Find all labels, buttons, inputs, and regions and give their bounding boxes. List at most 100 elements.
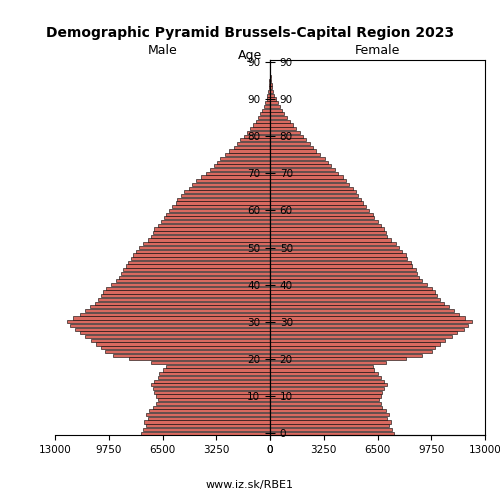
Bar <box>270 216 374 220</box>
Bar <box>111 283 270 286</box>
Bar <box>270 306 448 308</box>
Bar <box>270 142 310 145</box>
Bar <box>161 220 270 223</box>
Bar <box>265 101 270 104</box>
Bar <box>234 146 270 149</box>
Bar <box>270 138 306 141</box>
Bar <box>154 228 270 230</box>
Bar <box>73 316 270 320</box>
Bar <box>80 332 270 334</box>
Bar <box>270 183 349 186</box>
Bar <box>113 354 270 357</box>
Bar <box>106 287 270 290</box>
Bar <box>270 402 381 405</box>
Bar <box>152 231 270 234</box>
Bar <box>98 298 270 301</box>
Bar <box>270 176 343 178</box>
Bar <box>270 320 472 324</box>
Bar <box>210 168 270 171</box>
Bar <box>247 131 270 134</box>
Bar <box>270 205 366 208</box>
Bar <box>266 98 270 100</box>
Bar <box>270 153 320 156</box>
Bar <box>131 257 270 260</box>
Bar <box>151 235 270 238</box>
Bar <box>270 432 394 434</box>
Bar <box>206 172 270 175</box>
Bar <box>154 390 270 394</box>
Bar <box>104 350 270 353</box>
Bar <box>158 398 270 402</box>
Bar <box>270 190 356 194</box>
Bar <box>270 172 338 175</box>
Bar <box>270 150 316 152</box>
Bar <box>270 131 300 134</box>
Bar <box>269 82 270 86</box>
Bar <box>270 380 384 382</box>
Bar <box>270 179 346 182</box>
Bar <box>270 324 468 327</box>
Text: Age: Age <box>238 50 262 62</box>
Bar <box>184 190 270 194</box>
Bar <box>172 205 270 208</box>
Bar <box>262 108 270 112</box>
Bar <box>270 94 274 97</box>
Bar <box>132 254 270 256</box>
Bar <box>94 302 270 305</box>
Bar <box>80 313 270 316</box>
Bar <box>169 209 270 212</box>
Bar <box>150 410 270 412</box>
Bar <box>270 309 454 312</box>
Title: Female: Female <box>355 44 400 58</box>
Bar <box>103 290 270 294</box>
Bar <box>270 413 389 416</box>
Bar <box>130 358 270 360</box>
Bar <box>158 376 270 379</box>
Bar <box>189 186 270 190</box>
Bar <box>178 198 270 201</box>
Text: Demographic Pyramid Brussels-Capital Region 2023: Demographic Pyramid Brussels-Capital Reg… <box>46 26 454 40</box>
Bar <box>151 361 270 364</box>
Bar <box>66 320 270 324</box>
Bar <box>102 294 270 298</box>
Bar <box>270 116 286 119</box>
Bar <box>166 364 270 368</box>
Bar <box>217 160 270 164</box>
Bar <box>90 306 270 308</box>
Title: Male: Male <box>148 44 178 58</box>
Bar <box>270 390 382 394</box>
Bar <box>270 364 372 368</box>
Bar <box>158 224 270 227</box>
Bar <box>270 420 390 424</box>
Bar <box>214 164 270 168</box>
Bar <box>270 212 372 216</box>
Bar <box>270 157 324 160</box>
Bar <box>270 406 382 408</box>
Bar <box>270 384 388 386</box>
Bar <box>270 361 386 364</box>
Bar <box>270 328 464 331</box>
Bar <box>270 242 396 246</box>
Bar <box>270 160 328 164</box>
Bar <box>270 354 422 357</box>
Bar <box>200 176 270 178</box>
Bar <box>146 424 270 428</box>
Bar <box>85 335 270 338</box>
Bar <box>270 294 437 298</box>
Bar <box>270 342 440 345</box>
Bar <box>270 290 436 294</box>
Bar <box>258 116 270 119</box>
Bar <box>270 416 388 420</box>
Bar <box>156 394 270 398</box>
Bar <box>270 280 422 282</box>
Bar <box>126 264 270 268</box>
Bar <box>270 228 384 230</box>
Bar <box>148 238 270 242</box>
Bar <box>270 358 406 360</box>
Bar <box>270 224 381 227</box>
Bar <box>270 82 272 86</box>
Bar <box>270 313 458 316</box>
Bar <box>237 142 270 145</box>
Bar <box>220 157 270 160</box>
Bar <box>268 94 270 97</box>
